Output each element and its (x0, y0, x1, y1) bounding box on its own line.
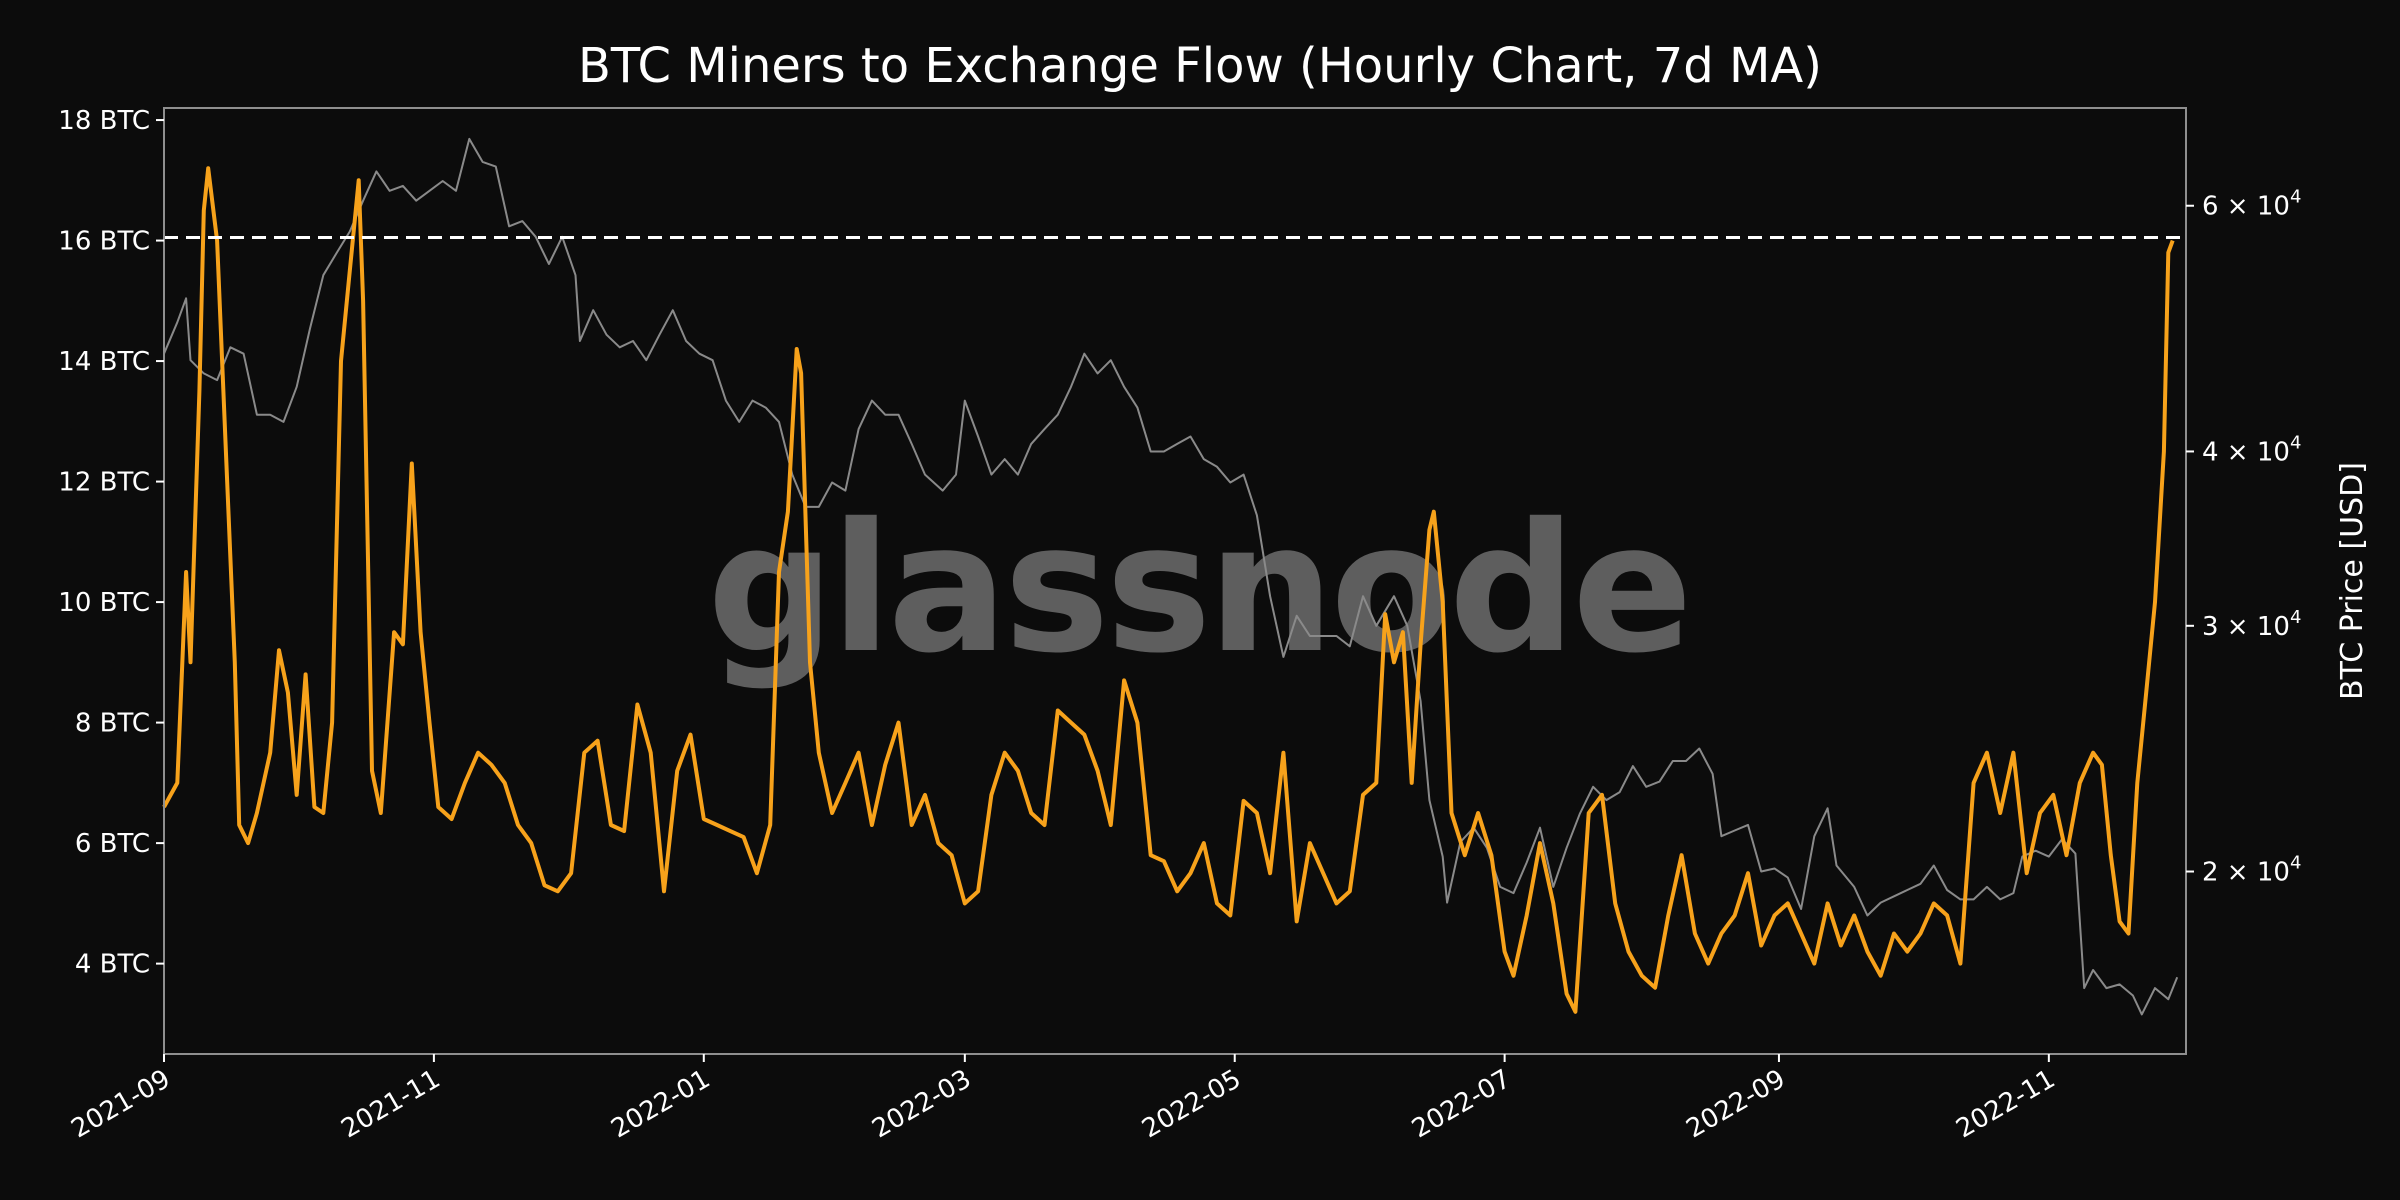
plot-frame (163, 107, 2187, 1055)
left-tick-label: 18 BTC (58, 106, 150, 136)
series-layer (162, 137, 2186, 1016)
left-tick-label: 12 BTC (58, 468, 150, 498)
right-axis: 2 × 104 3 × 104 4 × 104 6 × 104 (2186, 187, 2301, 888)
left-tick-label: 6 BTC (75, 829, 150, 859)
right-tick-label: 6 × 104 (2202, 187, 2301, 222)
flow-series-line (162, 166, 2175, 1014)
right-tick-label: 2 × 104 (2202, 853, 2301, 888)
left-tick-label: 10 BTC (58, 588, 150, 618)
left-axis: 4 BTC 6 BTC 8 BTC 10 BTC 12 BTC 14 BTC 16 BTC 1… (58, 106, 164, 980)
left-tick-label: 14 BTC (58, 347, 150, 377)
right-axis-label: BTC Price [USD] (2335, 462, 2370, 700)
left-tick-label: 16 BTC (58, 227, 150, 257)
left-tick-label: 8 BTC (75, 709, 150, 739)
chart-title: BTC Miners to Exchange Flow (Hourly Char… (578, 38, 1822, 94)
right-tick-label: 4 × 104 (2202, 432, 2301, 467)
left-tick-label: 4 BTC (75, 950, 150, 980)
price-series-line (163, 137, 2179, 1016)
watermark: glassnode (707, 485, 1689, 692)
right-tick-label: 3 × 104 (2202, 607, 2301, 642)
